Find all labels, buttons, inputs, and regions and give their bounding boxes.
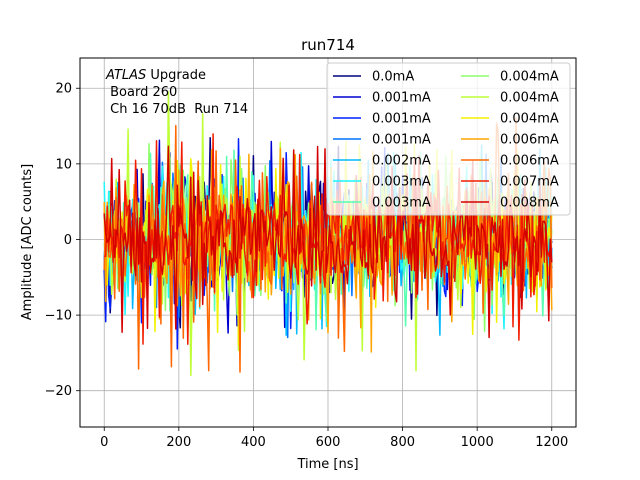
experiment-name: ATLAS	[105, 68, 146, 83]
y-tick-label: −20	[45, 384, 72, 399]
experiment-suffix: Upgrade	[146, 68, 206, 83]
legend-label: 0.006mA	[500, 154, 559, 169]
legend-label: 0.0mA	[372, 70, 414, 85]
legend-box	[326, 62, 571, 216]
legend-label: 0.004mA	[500, 112, 559, 127]
legend-label: 0.008mA	[500, 196, 559, 211]
x-tick-label: 1200	[535, 435, 568, 450]
legend-label: 0.003mA	[372, 196, 431, 211]
x-tick-label: 800	[390, 435, 415, 450]
legend-label: 0.006mA	[500, 133, 559, 148]
annotation-line-2: Board 260	[106, 85, 177, 100]
legend-label: 0.001mA	[372, 112, 431, 127]
x-tick-label: 200	[166, 435, 191, 450]
legend-label: 0.001mA	[372, 133, 431, 148]
x-axis: 0 200 400 600 800 1000 1200	[100, 427, 568, 450]
annotation-line-3: Ch 16 70dB Run 714	[106, 102, 248, 117]
y-axis-label: Amplitude [ADC counts]	[20, 164, 35, 320]
legend: 0.0mA 0.001mA 0.001mA 0.001mA 0.002mA 0.003mA…	[326, 62, 571, 216]
y-tick-label: −10	[45, 309, 72, 324]
series-line	[103, 145, 553, 339]
x-tick-label: 0	[100, 435, 108, 450]
annotation: ATLAS Upgrade Board 260 Ch 16 70dB Run 7…	[105, 68, 248, 117]
legend-label: 0.004mA	[500, 91, 559, 106]
legend-label: 0.001mA	[372, 91, 431, 106]
legend-label: 0.003mA	[372, 175, 431, 190]
x-tick-label: 1000	[461, 435, 494, 450]
legend-label: 0.004mA	[500, 70, 559, 85]
x-axis-label: Time [ns]	[296, 457, 358, 472]
x-tick-label: 400	[241, 435, 266, 450]
y-tick-label: 0	[64, 233, 72, 248]
y-axis: −20 −10 0 10 20	[45, 82, 80, 399]
legend-label: 0.002mA	[372, 154, 431, 169]
annotation-line-1: ATLAS Upgrade	[105, 68, 206, 83]
x-tick-label: 600	[316, 435, 341, 450]
y-tick-label: 20	[55, 82, 72, 97]
legend-label: 0.007mA	[500, 175, 559, 190]
chart-title: run714	[301, 36, 355, 54]
y-tick-label: 10	[55, 157, 72, 172]
